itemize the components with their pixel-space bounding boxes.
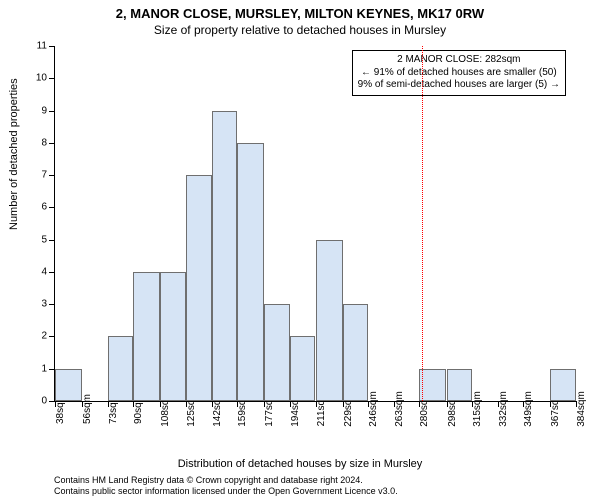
x-tick-label: 315sqm: [472, 391, 483, 427]
marker-line: [422, 46, 423, 401]
annotation-line-1: 2 MANOR CLOSE: 282sqm: [358, 54, 560, 67]
y-tick-label: 6: [41, 202, 47, 213]
chart-container: 2, MANOR CLOSE, MURSLEY, MILTON KEYNES, …: [0, 0, 600, 500]
histogram-bar: [212, 111, 238, 401]
y-tick-label: 3: [41, 299, 47, 310]
y-tick: [49, 78, 55, 79]
y-tick: [49, 175, 55, 176]
chart-title: 2, MANOR CLOSE, MURSLEY, MILTON KEYNES, …: [0, 0, 600, 21]
x-tick-label: 384sqm: [576, 391, 587, 427]
y-tick-label: 9: [41, 105, 47, 116]
histogram-bar: [133, 272, 160, 401]
x-tick-label: 349sqm: [523, 391, 534, 427]
histogram-bar: [316, 240, 343, 401]
x-tick-label: 263sqm: [394, 391, 405, 427]
histogram-bar: [290, 336, 316, 401]
y-tick: [49, 46, 55, 47]
histogram-bar: [237, 143, 264, 401]
annotation-line-2: ← 91% of detached houses are smaller (50…: [358, 67, 560, 80]
x-tick-label: 332sqm: [498, 391, 509, 427]
y-tick-label: 11: [37, 41, 47, 52]
footer-line-2: Contains public sector information licen…: [54, 486, 590, 496]
y-tick: [49, 336, 55, 337]
annotation-line-3: 9% of semi-detached houses are larger (5…: [358, 79, 560, 92]
y-tick-label: 0: [41, 396, 47, 407]
y-tick-label: 5: [41, 234, 47, 245]
histogram-bar: [55, 369, 82, 401]
y-tick: [49, 272, 55, 273]
y-tick-label: 8: [41, 137, 47, 148]
y-tick-label: 10: [36, 73, 47, 84]
x-tick-label: 56sqm: [82, 394, 93, 424]
histogram-bar: [264, 304, 290, 401]
y-tick: [49, 240, 55, 241]
y-axis-label: Number of detached properties: [8, 78, 20, 230]
histogram-bar: [419, 369, 446, 401]
annotation-box: 2 MANOR CLOSE: 282sqm ← 91% of detached …: [352, 50, 566, 96]
histogram-bar: [343, 304, 369, 401]
histogram-bar: [550, 369, 576, 401]
x-tick-label: 246sqm: [368, 391, 379, 427]
y-tick-label: 7: [41, 170, 47, 181]
y-tick: [49, 111, 55, 112]
chart-subtitle: Size of property relative to detached ho…: [0, 21, 600, 37]
y-tick: [49, 143, 55, 144]
x-axis-label: Distribution of detached houses by size …: [0, 458, 600, 470]
y-tick-label: 1: [41, 363, 47, 374]
y-tick: [49, 207, 55, 208]
histogram-bar: [447, 369, 473, 401]
histogram-bar: [108, 336, 134, 401]
histogram-bar: [186, 175, 212, 401]
footer-line-1: Contains HM Land Registry data © Crown c…: [54, 475, 590, 485]
footer: Contains HM Land Registry data © Crown c…: [54, 475, 590, 496]
y-tick: [49, 304, 55, 305]
histogram-bar: [160, 272, 186, 401]
y-tick-label: 4: [41, 266, 47, 277]
y-tick-label: 2: [41, 331, 47, 342]
plot-area: 2 MANOR CLOSE: 282sqm ← 91% of detached …: [54, 46, 576, 402]
